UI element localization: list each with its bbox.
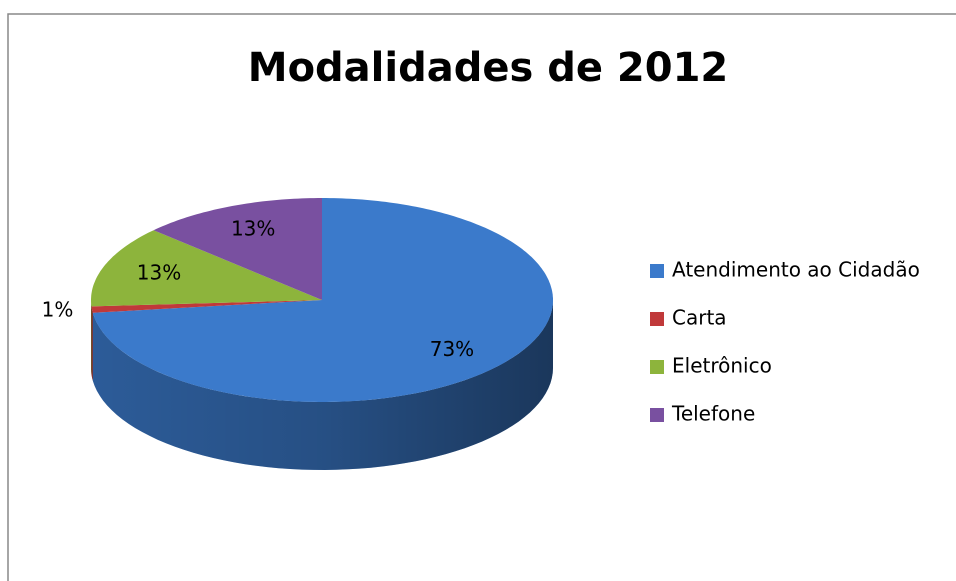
legend-swatch	[650, 408, 664, 422]
data-label: 73%	[430, 337, 474, 361]
data-label: 1%	[42, 298, 74, 322]
legend-swatch	[650, 312, 664, 326]
pie-slice	[92, 198, 554, 402]
legend-swatch	[650, 360, 664, 374]
legend-label: Atendimento ao Cidadão	[672, 258, 920, 282]
legend-swatch	[650, 264, 664, 278]
chart-title: Modalidades de 2012	[248, 45, 728, 91]
data-label: 13%	[231, 216, 275, 240]
pie-side-shade	[91, 306, 93, 381]
pie-slice	[91, 300, 322, 313]
pie-slice	[91, 230, 322, 307]
pie-side-shade	[91, 300, 92, 375]
pie-side-shade	[92, 300, 554, 470]
pie-slice	[153, 198, 322, 300]
data-label: 13%	[137, 261, 181, 285]
chart-frame	[7, 13, 956, 581]
legend-label: Eletrônico	[672, 354, 772, 378]
legend-label: Carta	[672, 306, 727, 330]
legend-label: Telefone	[671, 402, 755, 426]
